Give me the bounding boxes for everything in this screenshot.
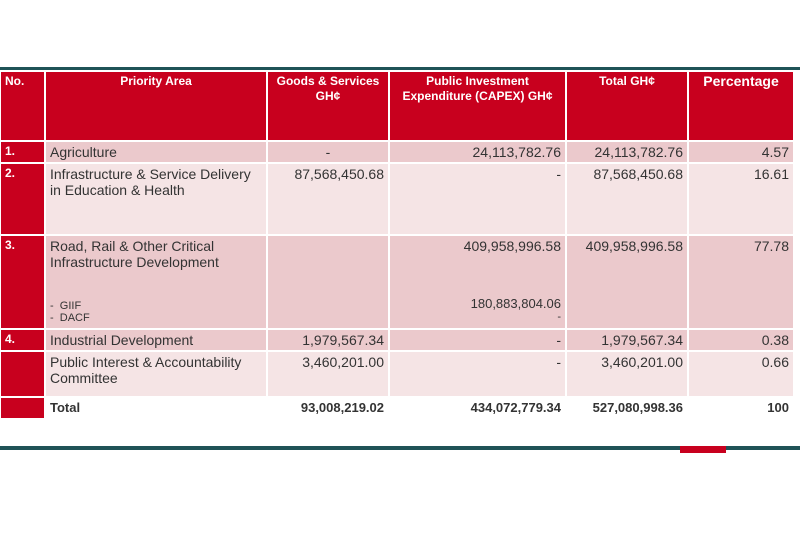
total-cell: 87,568,450.68 — [567, 164, 687, 234]
total-capex-cell: 434,072,779.34 — [390, 398, 565, 418]
goods-cell: - — [268, 142, 388, 162]
goods-cell — [268, 236, 388, 328]
row-number: 3. — [1, 236, 44, 328]
capex-dacf-value: - — [557, 311, 561, 323]
top-divider — [0, 67, 800, 70]
priority-area-cell: Agriculture — [46, 142, 266, 162]
header-row: No. Priority Area Goods & Services GH¢ P… — [1, 72, 793, 140]
row-number: 1. — [1, 142, 44, 162]
total-row-number — [1, 398, 44, 418]
percentage-cell: 4.57 — [689, 142, 793, 162]
grand-total-cell: 527,080,998.36 — [567, 398, 687, 418]
sub-item-dacf-label: DACF — [59, 312, 90, 324]
percentage-cell: 16.61 — [689, 164, 793, 234]
goods-cell: 87,568,450.68 — [268, 164, 388, 234]
goods-cell: 3,460,201.00 — [268, 352, 388, 396]
total-cell: 24,113,782.76 — [567, 142, 687, 162]
capex-cell: 24,113,782.76 — [390, 142, 565, 162]
header-no: No. — [1, 72, 44, 140]
percentage-cell: 0.38 — [689, 330, 793, 350]
row-number: 2. — [1, 164, 44, 234]
header-priority-area: Priority Area — [46, 72, 266, 140]
total-cell: 3,460,201.00 — [567, 352, 687, 396]
table-row: 1. Agriculture - 24,113,782.76 24,113,78… — [1, 142, 793, 162]
header-total: Total GH¢ — [567, 72, 687, 140]
header-percentage: Percentage — [689, 72, 793, 140]
bottom-divider — [0, 446, 800, 450]
total-cell: 409,958,996.58 — [567, 236, 687, 328]
capex-cell: - — [390, 164, 565, 234]
total-goods-cell: 93,008,219.02 — [268, 398, 388, 418]
header-goods-services: Goods & Services GH¢ — [268, 72, 388, 140]
percentage-cell: 77.78 — [689, 236, 793, 328]
table-row: Public Interest & Accountability Committ… — [1, 352, 793, 396]
total-percentage-cell: 100 — [689, 398, 793, 418]
priority-area-cell: Industrial Development — [46, 330, 266, 350]
capex-value: 409,958,996.58 — [463, 238, 561, 254]
header-capex: Public Investment Expenditure (CAPEX) GH… — [390, 72, 565, 140]
allocation-table-container: No. Priority Area Goods & Services GH¢ P… — [0, 70, 800, 442]
priority-area-cell: Public Interest & Accountability Committ… — [46, 352, 266, 396]
capex-cell: - — [390, 330, 565, 350]
table-row: 4. Industrial Development 1,979,567.34 -… — [1, 330, 793, 350]
priority-area-label: Road, Rail & Other Critical Infrastructu… — [50, 238, 219, 270]
table-row: 2. Infrastructure & Service Delivery in … — [1, 164, 793, 234]
total-row: Total 93,008,219.02 434,072,779.34 527,0… — [1, 398, 793, 418]
capex-cell: - — [390, 352, 565, 396]
row-number: 4. — [1, 330, 44, 350]
capex-giif-value: 180,883,804.06 — [470, 296, 561, 311]
total-cell: 1,979,567.34 — [567, 330, 687, 350]
row-number — [1, 352, 44, 396]
priority-area-cell: Infrastructure & Service Delivery in Edu… — [46, 164, 266, 234]
sub-item-giif: - GIIF — [50, 300, 82, 312]
percentage-cell: 0.66 — [689, 352, 793, 396]
goods-cell: 1,979,567.34 — [268, 330, 388, 350]
sub-item-giif-label: GIIF — [59, 300, 82, 312]
total-label: Total — [46, 398, 266, 418]
sub-item-dacf: - DACF — [50, 312, 90, 324]
allocation-table: No. Priority Area Goods & Services GH¢ P… — [0, 70, 795, 420]
table-row: 3. Road, Rail & Other Critical Infrastru… — [1, 236, 793, 328]
priority-area-cell: Road, Rail & Other Critical Infrastructu… — [46, 236, 266, 328]
capex-cell: 409,958,996.58 180,883,804.06 - — [390, 236, 565, 328]
accent-mark — [680, 446, 726, 453]
